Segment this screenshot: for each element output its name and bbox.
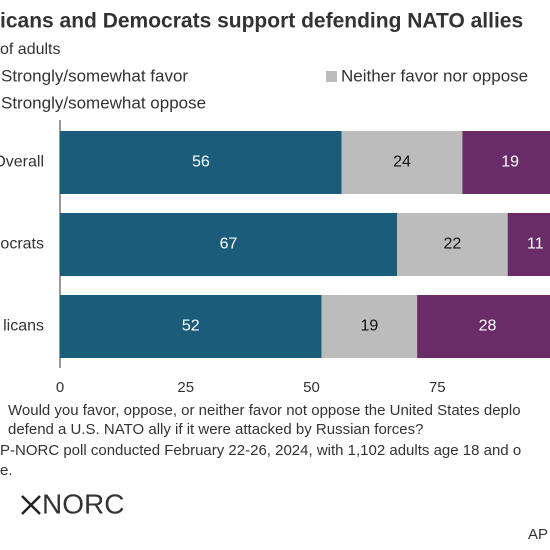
bar	[507, 213, 550, 276]
x-tick-label: 50	[303, 379, 320, 396]
logo-mark	[21, 495, 41, 515]
credit: AP	[528, 526, 548, 543]
x-tick-label: 25	[177, 379, 194, 396]
bar	[417, 295, 550, 358]
bar	[60, 131, 342, 194]
data-label: 28	[479, 318, 497, 335]
legend-label: Neither favor nor oppose	[341, 66, 528, 85]
bar	[341, 131, 463, 194]
chart-subtitle: of adults	[0, 41, 60, 58]
legend-label: Strongly/somewhat oppose	[1, 93, 206, 112]
data-label: 19	[360, 318, 378, 335]
note: Would you favor, oppose, or neither favo…	[8, 402, 521, 419]
bar	[60, 295, 322, 358]
data-label: 56	[192, 154, 210, 171]
x-tick-label: 0	[56, 379, 64, 396]
y-tick-label: licans	[3, 318, 44, 335]
bar	[321, 295, 418, 358]
legend-label: Strongly/somewhat favor	[1, 66, 188, 85]
logo: NORC	[42, 488, 124, 519]
bar	[462, 131, 550, 194]
x-tick-label: 75	[429, 379, 446, 396]
note: defend a U.S. NATO ally if it were attac…	[8, 421, 423, 438]
data-label: 22	[443, 236, 461, 253]
note: e.	[0, 462, 13, 479]
y-tick-label: Overall	[0, 154, 44, 171]
data-label: 19	[501, 154, 519, 171]
y-tick-label: ocrats	[0, 236, 44, 253]
legend-swatch	[326, 71, 337, 82]
data-label: 24	[393, 154, 411, 171]
data-label: 67	[220, 236, 238, 253]
data-label: 52	[182, 318, 200, 335]
chart-title: icans and Democrats support defending NA…	[0, 10, 523, 33]
bar	[397, 213, 508, 276]
data-label: 11	[527, 236, 544, 253]
bar	[60, 213, 398, 276]
note: P-NORC poll conducted February 22-26, 20…	[0, 442, 521, 459]
